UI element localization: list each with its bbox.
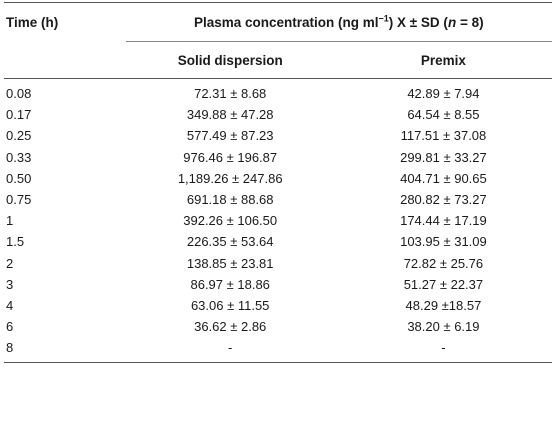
time-cell: 1.5 bbox=[6, 234, 25, 250]
solid-dispersion-cell: 691.18 ± 88.68 bbox=[186, 192, 274, 208]
time-cell: 0.08 bbox=[6, 86, 32, 102]
pk-table: Time (h) Plasma concentration (ng ml−1) … bbox=[4, 2, 552, 363]
solid-dispersion-cell: 72.31 ± 8.68 bbox=[194, 86, 267, 102]
time-cell: 1 bbox=[6, 213, 14, 229]
table-body: 0.08 72.31 ± 8.68 42.89 ± 7.94 0.17 349.88 ±… bbox=[4, 79, 552, 363]
time-header-spacer bbox=[4, 42, 126, 79]
premix-cell: 72.82 ± 25.76 bbox=[403, 255, 484, 271]
solid-dispersion-cell: 577.49 ± 87.23 bbox=[186, 128, 274, 144]
premix-cell: 38.20 ± 6.19 bbox=[407, 319, 480, 335]
premix-cell: 48.29 ±18.57 bbox=[405, 297, 482, 313]
table-row: 8 - - bbox=[4, 337, 552, 363]
solid-dispersion-cell: 392.26 ± 106.50 bbox=[183, 213, 278, 229]
solid-dispersion-cell: - bbox=[228, 340, 233, 356]
solid-dispersion-cell: 1,189.26 ± 247.86 bbox=[177, 170, 283, 186]
table-row: 3 86.97 ± 18.86 51.27 ± 22.37 bbox=[4, 274, 552, 295]
table-row: 0.50 1,189.26 ± 247.86 404.71 ± 90.65 bbox=[4, 168, 552, 189]
time-cell: 0.50 bbox=[6, 170, 32, 186]
premix-cell: 117.51 ± 37.08 bbox=[400, 128, 487, 144]
premix-cell: 64.54 ± 8.55 bbox=[407, 107, 480, 123]
solid-dispersion-cell: 63.06 ± 11.55 bbox=[190, 297, 270, 313]
premix-cell: 42.89 ± 7.94 bbox=[407, 86, 480, 102]
solid-dispersion-cell: 86.97 ± 18.86 bbox=[190, 276, 270, 292]
table-row: 0.75 691.18 ± 88.68 280.82 ± 73.27 bbox=[4, 189, 552, 210]
time-cell: 0.75 bbox=[6, 192, 32, 208]
table-row: 6 36.62 ± 2.86 38.20 ± 6.19 bbox=[4, 316, 552, 337]
premix-cell: - bbox=[441, 340, 446, 356]
time-cell: 4 bbox=[6, 297, 14, 313]
table-row: 0.33 976.46 ± 196.87 299.81 ± 33.27 bbox=[4, 147, 552, 168]
table-row: 1 392.26 ± 106.50 174.44 ± 17.19 bbox=[4, 210, 552, 231]
time-cell: 3 bbox=[6, 276, 14, 292]
solid-dispersion-cell: 226.35 ± 53.64 bbox=[186, 234, 274, 250]
solid-dispersion-cell: 349.88 ± 47.28 bbox=[186, 107, 274, 123]
premix-header: Premix bbox=[420, 52, 466, 68]
table-row: 0.08 72.31 ± 8.68 42.89 ± 7.94 bbox=[4, 79, 552, 105]
table-row: 4 63.06 ± 11.55 48.29 ±18.57 bbox=[4, 295, 552, 316]
time-cell: 2 bbox=[6, 255, 14, 271]
time-header: Time (h) bbox=[6, 14, 59, 30]
time-cell: 8 bbox=[6, 340, 14, 356]
premix-cell: 51.27 ± 22.37 bbox=[403, 276, 484, 292]
premix-cell: 174.44 ± 17.19 bbox=[400, 213, 487, 229]
time-cell: 0.25 bbox=[6, 128, 32, 144]
table-row: 0.17 349.88 ± 47.28 64.54 ± 8.55 bbox=[4, 104, 552, 125]
time-cell: 6 bbox=[6, 319, 14, 335]
solid-dispersion-cell: 36.62 ± 2.86 bbox=[194, 319, 267, 335]
premix-cell: 103.95 ± 31.09 bbox=[400, 234, 487, 250]
premix-cell: 404.71 ± 90.65 bbox=[400, 170, 487, 186]
time-cell: 0.17 bbox=[6, 107, 32, 123]
premix-cell: 280.82 ± 73.27 bbox=[400, 192, 487, 208]
table-row: 1.5 226.35 ± 53.64 103.95 ± 31.09 bbox=[4, 231, 552, 252]
table-row: 2 138.85 ± 23.81 72.82 ± 25.76 bbox=[4, 253, 552, 274]
plasma-concentration-header: Plasma concentration (ng ml−1) X ± SD (n… bbox=[125, 2, 552, 42]
solid-dispersion-cell: 138.85 ± 23.81 bbox=[186, 255, 274, 271]
premix-cell: 299.81 ± 33.27 bbox=[400, 149, 487, 165]
solid-dispersion-cell: 976.46 ± 196.87 bbox=[183, 149, 278, 165]
solid-dispersion-header: Solid dispersion bbox=[177, 52, 283, 68]
table-row: 0.25 577.49 ± 87.23 117.51 ± 37.08 bbox=[4, 125, 552, 146]
time-cell: 0.33 bbox=[6, 149, 32, 165]
